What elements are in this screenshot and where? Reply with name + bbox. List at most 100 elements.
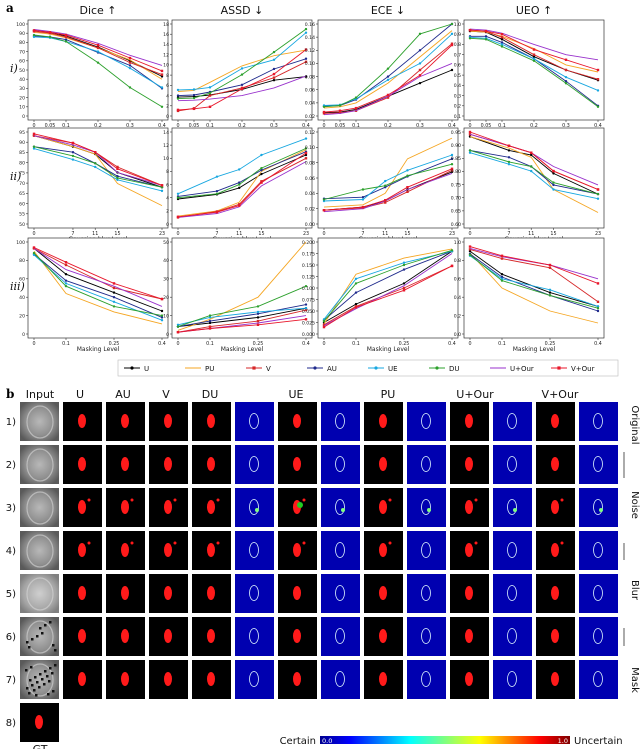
uncertainty-map: [493, 488, 532, 527]
data-point: [176, 323, 180, 326]
tumor-prediction: [379, 672, 387, 686]
data-point: [552, 188, 555, 191]
data-point: [160, 314, 164, 317]
legend: U PU V AU UE DU U+Our V+Our: [117, 359, 619, 377]
legend-entry: AU: [327, 365, 337, 373]
data-point: [500, 36, 504, 39]
legend-marker: [374, 366, 378, 370]
data-point: [386, 67, 390, 70]
data-point: [384, 201, 387, 204]
data-point: [64, 273, 68, 276]
x-tick-label: 0.2: [94, 123, 102, 129]
data-point: [507, 163, 511, 166]
x-tick-label: 0.3: [270, 123, 278, 129]
column-label: PU: [381, 388, 396, 401]
image-row: 4): [6, 531, 618, 570]
uncertainty-contour: [593, 542, 603, 558]
tumor-prediction: [465, 629, 473, 643]
x-tick-label: 0.3: [126, 123, 134, 129]
uncertainty-contour: [249, 456, 259, 472]
tumor-prediction: [551, 414, 559, 428]
side-label-noise: Noise: [629, 491, 640, 519]
tumor-prediction: [207, 586, 215, 600]
data-point: [500, 41, 504, 44]
y-tick-label: 65: [19, 191, 25, 197]
data-point: [500, 254, 504, 257]
legend-entry: PU: [205, 365, 214, 373]
mask-patch: [36, 681, 39, 684]
false-positive: [560, 541, 564, 545]
series-line-v-plus-our: [323, 44, 453, 113]
false-positive: [388, 541, 392, 545]
x-tick-label: 0.4: [158, 341, 166, 347]
data-point: [548, 263, 552, 267]
data-point: [500, 43, 504, 46]
tumor-prediction: [465, 543, 473, 557]
uncertainty-contour: [335, 413, 345, 429]
uncertainty-map: [579, 574, 618, 613]
panel-label-a: a: [6, 1, 14, 15]
uncertain-region: [341, 508, 345, 512]
tumor-prediction: [164, 457, 172, 471]
data-point: [596, 78, 600, 81]
uncertainty-map: [407, 488, 446, 527]
uncertainty-contour: [421, 628, 431, 644]
data-point: [238, 203, 241, 206]
y-tick-label: 60: [19, 201, 25, 207]
data-point: [322, 319, 326, 323]
series-line-pu: [33, 135, 163, 207]
column-label: V+Our: [542, 388, 579, 401]
data-point: [116, 167, 119, 170]
y-tick-label: 20: [163, 295, 169, 301]
brain-contour: [26, 448, 54, 482]
uncertainty-contour: [507, 542, 517, 558]
data-point: [552, 169, 555, 173]
x-tick-label: 0: [468, 123, 471, 129]
y-tick-label: 50: [163, 240, 169, 246]
data-point: [484, 35, 488, 38]
series-line-au: [323, 250, 453, 321]
uncertainty-contour: [507, 585, 517, 601]
y-tick-label: 100: [16, 240, 25, 246]
tumor-prediction: [164, 500, 172, 514]
data-point: [112, 300, 116, 303]
data-point: [322, 105, 326, 109]
x-axis-label: Masking Level: [77, 346, 120, 353]
y-tick-label: 0.125: [302, 274, 315, 280]
side-label-mask: Mask: [629, 667, 640, 693]
uncertainty-map: [493, 402, 532, 441]
tumor-prediction: [293, 672, 301, 686]
series-line-pu: [469, 30, 599, 73]
uncertainty-contour: [507, 628, 517, 644]
x-tick-label: 0: [176, 231, 179, 237]
data-point: [176, 215, 180, 218]
x-tick-label: 0: [322, 341, 325, 347]
series-line-du: [33, 34, 163, 108]
plot-frame: [317, 127, 459, 229]
data-point: [64, 33, 68, 37]
uncertainty-contour: [421, 413, 431, 429]
data-point: [192, 88, 196, 91]
data-point: [64, 40, 68, 43]
x-tick-label: 0.1: [206, 123, 214, 129]
y-tick-label: 95: [19, 130, 25, 136]
tumor-prediction: [78, 629, 86, 643]
y-tick-label: 0.04: [305, 191, 315, 197]
data-point: [384, 179, 387, 183]
y-tick-label: 30: [163, 277, 169, 283]
series-line-u-plus-our: [33, 248, 163, 307]
y-tick-label: 0.1: [454, 114, 461, 120]
data-point: [64, 284, 68, 288]
brain-contour: [26, 577, 54, 611]
series-line-u-plus-our: [33, 29, 163, 66]
data-point: [406, 186, 409, 189]
tumor-prediction: [551, 586, 559, 600]
x-axis-label: Masking Level: [367, 346, 410, 353]
data-point: [32, 145, 36, 148]
y-tick-label: 80: [19, 160, 25, 166]
data-point: [208, 105, 212, 108]
data-point: [548, 266, 552, 269]
chart-i-ece: 0.02 0.04 0.06 0.08 0.10 0.12 0.14 0.16 0 0.05 0.1…: [305, 19, 459, 135]
chart-ii-ece: 0.000.020.040.060.080.100.1207111523Gaus…: [305, 127, 459, 243]
tumor-prediction: [551, 500, 559, 514]
